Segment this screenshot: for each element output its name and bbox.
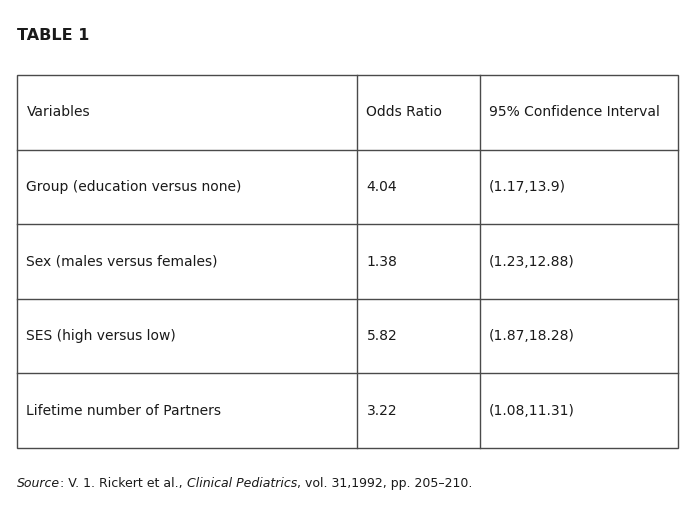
Text: SES (high versus low): SES (high versus low)	[26, 329, 176, 343]
Text: 95% Confidence Interval: 95% Confidence Interval	[489, 105, 660, 120]
Text: Clinical Pediatrics: Clinical Pediatrics	[187, 477, 297, 490]
Text: Sex (males versus females): Sex (males versus females)	[26, 254, 218, 269]
Text: Source: Source	[17, 477, 60, 490]
Text: , vol. 31,1992, pp. 205–210.: , vol. 31,1992, pp. 205–210.	[297, 477, 473, 490]
Text: 4.04: 4.04	[366, 180, 397, 194]
Text: 3.22: 3.22	[366, 404, 397, 418]
Text: 1.38: 1.38	[366, 254, 398, 269]
Text: TABLE 1: TABLE 1	[17, 28, 90, 44]
Text: (1.08,11.31): (1.08,11.31)	[489, 404, 575, 418]
Text: Variables: Variables	[26, 105, 90, 120]
Text: 5.82: 5.82	[366, 329, 397, 343]
Text: (1.23,12.88): (1.23,12.88)	[489, 254, 574, 269]
Text: (1.17,13.9): (1.17,13.9)	[489, 180, 566, 194]
Text: : V. 1. Rickert et al.,: : V. 1. Rickert et al.,	[60, 477, 187, 490]
Text: Odds Ratio: Odds Ratio	[366, 105, 443, 120]
Text: Group (education versus none): Group (education versus none)	[26, 180, 242, 194]
Text: (1.87,18.28): (1.87,18.28)	[489, 329, 575, 343]
Text: Lifetime number of Partners: Lifetime number of Partners	[26, 404, 222, 418]
